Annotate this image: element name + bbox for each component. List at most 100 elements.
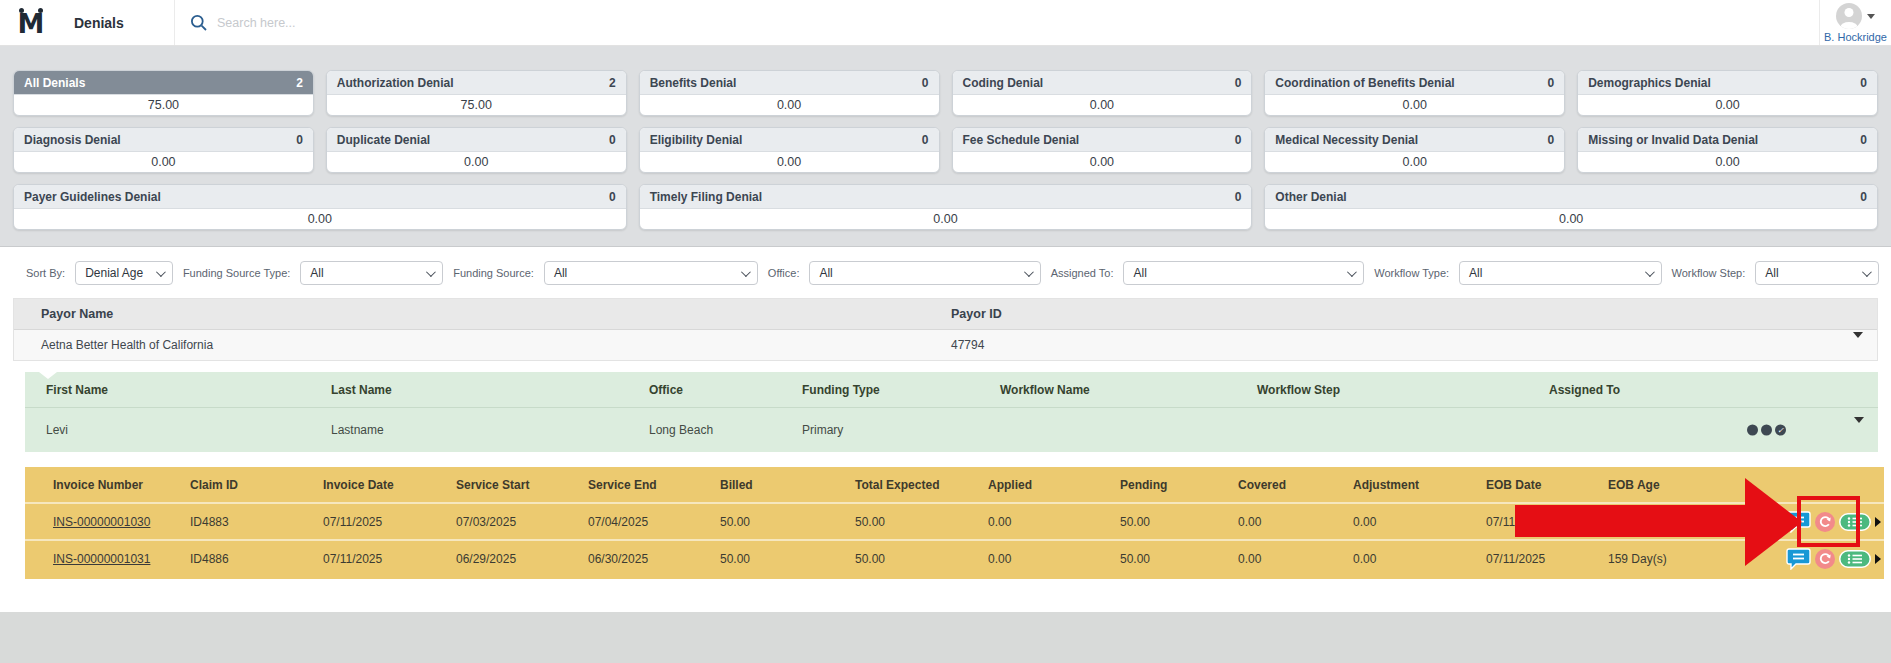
card-authorization-denial[interactable]: Authorization Denial2 75.00 — [326, 70, 627, 116]
card-payer-guidelines-denial[interactable]: Payer Guidelines Denial0 0.00 — [13, 184, 627, 230]
card-label: Other Denial — [1275, 190, 1346, 204]
patient-last-name: Lastname — [331, 423, 649, 437]
card-label: Coordination of Benefits Denial — [1275, 76, 1454, 90]
payor-row[interactable]: Aetna Better Health of California 47794 — [14, 330, 1877, 360]
card-demographics-denial[interactable]: Demographics Denial0 0.00 — [1577, 70, 1878, 116]
card-value: 0.00 — [1578, 152, 1877, 172]
card-label: Fee Schedule Denial — [963, 133, 1080, 147]
invoice-date-header: Invoice Date — [323, 478, 456, 492]
app-logo[interactable]: M — [16, 8, 46, 37]
invoice-number-link[interactable]: INS-00000001031 — [53, 552, 150, 566]
office-label: Office: — [768, 267, 800, 279]
covered: 0.00 — [1238, 515, 1353, 529]
card-count: 0 — [1235, 133, 1242, 147]
card-benefits-denial[interactable]: Benefits Denial0 0.00 — [639, 70, 940, 116]
page-title: Denials — [74, 15, 124, 31]
card-timely-filing-denial[interactable]: Timely Filing Denial0 0.00 — [639, 184, 1253, 230]
patient-collapse-caret-icon[interactable] — [1854, 423, 1864, 437]
funding-source-type-select[interactable]: All — [300, 261, 443, 285]
assigned-users-icon[interactable]: ✓ — [1747, 425, 1786, 436]
covered: 0.00 — [1238, 552, 1353, 566]
payor-collapse-caret-icon[interactable] — [1853, 338, 1863, 352]
card-count: 0 — [609, 133, 616, 147]
card-count: 0 — [296, 133, 303, 147]
patient-funding-type: Primary — [802, 423, 1000, 437]
assigned-to-select[interactable]: All — [1123, 261, 1364, 285]
funding-source-type-label: Funding Source Type: — [183, 267, 290, 279]
chevron-down-icon — [1862, 267, 1872, 277]
eob-date: 07/11/2025 — [1486, 552, 1608, 566]
card-value: 0.00 — [640, 95, 939, 115]
applied: 0.00 — [988, 552, 1120, 566]
card-duplicate-denial[interactable]: Duplicate Denial 0 0.00 — [326, 127, 627, 173]
payor-table: Payor Name Payor ID Aetna Better Health … — [13, 298, 1878, 361]
card-count: 0 — [922, 133, 929, 147]
total-expected: 50.00 — [855, 515, 988, 529]
sort-by-label: Sort By: — [26, 267, 65, 279]
card-value: 0.00 — [327, 152, 626, 172]
card-other-denial[interactable]: Other Denial0 0.00 — [1264, 184, 1878, 230]
invoice-date: 07/11/2025 — [323, 552, 456, 566]
card-count: 0 — [1860, 190, 1867, 204]
chevron-down-icon — [1644, 267, 1654, 277]
patient-table-header: First Name Last Name Office Funding Type… — [25, 372, 1878, 408]
card-value: 75.00 — [14, 95, 313, 115]
card-value: 0.00 — [1265, 152, 1564, 172]
pending: 50.00 — [1120, 515, 1238, 529]
funding-source-type-value: All — [310, 266, 323, 280]
payor-name: Aetna Better Health of California — [41, 338, 951, 352]
service-end: 06/30/2025 — [588, 552, 720, 566]
card-count: 0 — [1235, 76, 1242, 90]
expand-caret-icon[interactable] — [1875, 554, 1881, 564]
card-label: Duplicate Denial — [337, 133, 430, 147]
card-count: 0 — [1547, 133, 1554, 147]
user-menu[interactable]: B. Hockridge — [1819, 0, 1891, 45]
card-value: 75.00 — [327, 95, 626, 115]
payor-id: 47794 — [951, 338, 1837, 352]
search-input[interactable]: Search here... — [175, 0, 1819, 45]
refresh-icon[interactable] — [1815, 549, 1835, 569]
chevron-down-icon — [156, 267, 166, 277]
card-eligibility-denial[interactable]: Eligibility Denial0 0.00 — [639, 127, 940, 173]
card-label: Authorization Denial — [337, 76, 454, 90]
applied-header: Applied — [988, 478, 1120, 492]
office-select[interactable]: All — [809, 261, 1040, 285]
service-end-header: Service End — [588, 478, 720, 492]
card-value: 0.00 — [1578, 95, 1877, 115]
expand-caret-icon[interactable] — [1875, 517, 1881, 527]
patient-row[interactable]: Levi Lastname Long Beach Primary ✓ — [25, 408, 1878, 452]
card-coordination-of-benefits-denial[interactable]: Coordination of Benefits Denial 0 0.00 — [1264, 70, 1565, 116]
card-coding-denial[interactable]: Coding Denial0 0.00 — [952, 70, 1253, 116]
invoice-number-link[interactable]: INS-00000001030 — [53, 515, 150, 529]
workflow-type-select[interactable]: All — [1459, 261, 1661, 285]
assigned-to-value: All — [1133, 266, 1146, 280]
card-medical-necessity-denial[interactable]: Medical Necessity Denial0 0.00 — [1264, 127, 1565, 173]
card-missing-or-invalid-data-denial[interactable]: Missing or Invalid Data Denial0 0.00 — [1577, 127, 1878, 173]
card-count: 2 — [296, 76, 303, 90]
card-label: Coding Denial — [963, 76, 1044, 90]
patient-first-name: Levi — [46, 423, 331, 437]
adjustment: 0.00 — [1353, 552, 1486, 566]
annotation-highlight-box — [1797, 496, 1860, 547]
chevron-down-icon — [1024, 267, 1034, 277]
card-all-denials[interactable]: All Denials2 75.00 — [13, 70, 314, 116]
office-header: Office — [649, 383, 802, 397]
card-fee-schedule-denial[interactable]: Fee Schedule Denial0 0.00 — [952, 127, 1253, 173]
card-label: Benefits Denial — [650, 76, 737, 90]
chevron-down-icon — [426, 267, 436, 277]
funding-source-select[interactable]: All — [544, 261, 758, 285]
card-value: 0.00 — [1265, 95, 1564, 115]
card-count: 0 — [1547, 76, 1554, 90]
service-start-header: Service Start — [456, 478, 588, 492]
sort-by-select[interactable]: Denial Age — [75, 261, 173, 285]
eob-date-header: EOB Date — [1486, 478, 1608, 492]
card-diagnosis-denial[interactable]: Diagnosis Denial0 0.00 — [13, 127, 314, 173]
first-name-header: First Name — [46, 383, 331, 397]
total-expected-header: Total Expected — [855, 478, 988, 492]
workflow-step-select[interactable]: All — [1755, 261, 1879, 285]
chevron-down-icon — [1347, 267, 1357, 277]
sort-by-value: Denial Age — [85, 266, 143, 280]
service-end: 07/04/2025 — [588, 515, 720, 529]
logo-letter: M — [18, 11, 45, 37]
details-list-icon[interactable] — [1839, 550, 1871, 568]
